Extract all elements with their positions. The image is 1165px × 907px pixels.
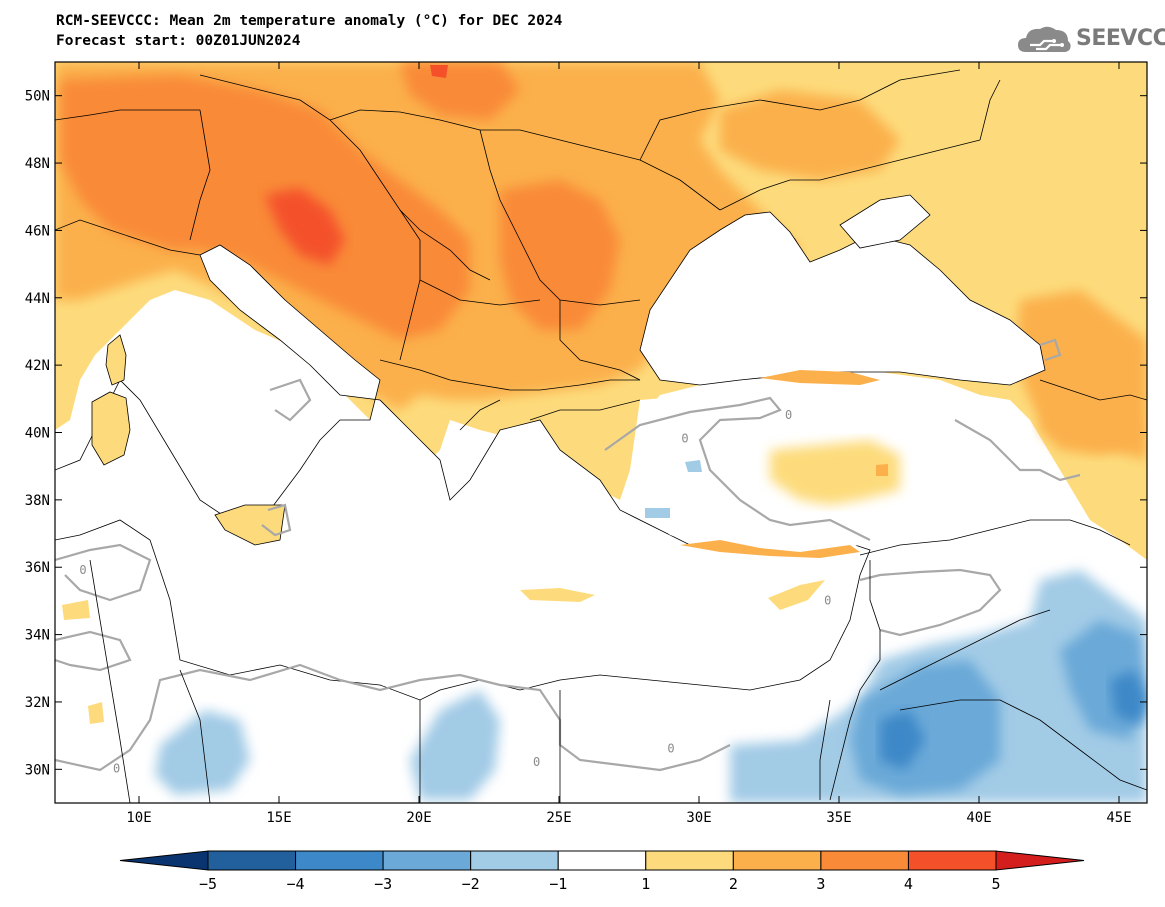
contour-label: 0 <box>681 432 688 446</box>
island-sicily <box>214 504 286 546</box>
lon-tick-label: 15E <box>266 810 291 826</box>
colorbar-box <box>732 850 822 871</box>
title-line-1: RCM-SEEVCCC: Mean 2m temperature anomaly… <box>56 13 563 29</box>
anomaly-region-2-3-east-top <box>720 90 900 180</box>
anomaly-region-neg3-neg4-east <box>880 710 925 770</box>
azov-sea <box>839 194 931 249</box>
contour-label: 0 <box>113 762 120 776</box>
cloud-icon <box>1018 26 1071 52</box>
colorbar-label: −4 <box>287 875 305 893</box>
lon-tick-label: 25E <box>546 810 571 826</box>
lat-tick-label: 50N <box>25 89 50 105</box>
island-corsica <box>105 334 127 386</box>
anomaly-region-1-2-anatolia <box>770 440 900 505</box>
lon-tick-label: 20E <box>406 810 431 826</box>
logo-text: SEEVCCC <box>1076 26 1165 51</box>
anomaly-region-2-3-caucasus <box>1040 385 1140 455</box>
anomaly-patch-crete <box>520 588 595 602</box>
lat-tick-label: 30N <box>25 762 50 778</box>
contour-label: 0 <box>79 563 86 577</box>
borders <box>55 69 1147 803</box>
anomaly-region-neg1-neg2-libya <box>155 710 250 795</box>
island-sardinia <box>91 391 131 466</box>
colorbar-label: 5 <box>991 875 1000 893</box>
colorbar-label: 1 <box>641 875 650 893</box>
colorbar-label: −1 <box>549 875 567 893</box>
colorbar-label: −3 <box>374 875 392 893</box>
colorbar-box <box>907 850 997 871</box>
zero-contours <box>55 338 1081 772</box>
lon-tick-label: 10E <box>126 810 151 826</box>
lat-tick-label: 46N <box>25 223 50 239</box>
lon-tick-label: 35E <box>826 810 851 826</box>
lon-tick-label: 40E <box>966 810 991 826</box>
map-title: RCM-SEEVCCC: Mean 2m temperature anomaly… <box>56 11 562 51</box>
contour-label: 0 <box>785 408 792 422</box>
lat-tick-label: 32N <box>25 695 50 711</box>
colorbar-label: −5 <box>199 875 217 893</box>
lat-tick-label: 38N <box>25 493 50 509</box>
colorbar-box <box>295 850 384 871</box>
colorbar-label: 2 <box>729 875 738 893</box>
anomaly-region-3-4 <box>60 75 470 340</box>
anomaly-strip-black-sea-coast <box>760 370 880 385</box>
anomaly-patch-anatolia <box>645 508 670 518</box>
anomaly-region-neg1-neg2-egypt <box>410 690 500 800</box>
contour-label: 0 <box>667 741 674 755</box>
lat-axis: 30N 32N 34N 36N 38N 40N 42N 44N 46N 48N 50N <box>25 89 1147 778</box>
lat-tick-label: 48N <box>25 156 50 172</box>
colorbar-box <box>645 850 734 871</box>
colorbar: −5 −4 −3 −2 −1 1 2 3 4 5 <box>119 850 1085 893</box>
anomaly-patch-cyprus <box>768 580 825 610</box>
anomaly-patch-aegean <box>685 460 702 472</box>
colorbar-box <box>382 850 472 871</box>
contour-label: 0 <box>533 755 540 769</box>
colorbar-label: 3 <box>816 875 825 893</box>
anomaly-region-3-4-romania <box>500 180 620 330</box>
anomaly-patch-tunisia-warm <box>62 600 90 620</box>
lon-tick-label: 45E <box>1106 810 1131 826</box>
anomaly-strip-south-coast <box>680 540 860 558</box>
lon-axis: 10E 15E 20E 25E 30E 35E 40E 45E <box>126 62 1132 826</box>
seevccc-logo: SEEVCCC <box>1016 22 1165 58</box>
contour-labels: 0 0 0 0 0 0 0 <box>79 408 831 776</box>
colorbar-box <box>470 850 559 871</box>
lat-tick-label: 44N <box>25 291 50 307</box>
contour-label: 0 <box>824 593 831 607</box>
colorbar-extend-max <box>995 850 1085 871</box>
colorbar-label: 4 <box>904 875 913 893</box>
anomaly-region-4-5-poland <box>430 65 448 78</box>
mediterranean-sea <box>55 244 871 701</box>
lat-tick-label: 36N <box>25 560 50 576</box>
title-line-2: Forecast start: 00Z01JUN2024 <box>56 33 301 49</box>
lat-tick-label: 34N <box>25 628 50 644</box>
colorbar-label: −2 <box>462 875 480 893</box>
anomaly-region-4-5-slovenia <box>265 188 345 265</box>
anomaly-field <box>55 62 1147 803</box>
lat-tick-label: 40N <box>25 426 50 442</box>
anomaly-region-2-3-anatolia <box>876 464 888 476</box>
anomaly-region-neg3-neg4-iraq <box>1110 670 1147 725</box>
lat-tick-label: 42N <box>25 358 50 374</box>
colorbar-box <box>820 850 909 871</box>
lon-tick-label: 30E <box>686 810 711 826</box>
anomaly-region-3-4-north <box>400 62 520 120</box>
anomaly-patch-libya-warm <box>88 702 104 724</box>
colorbar-box <box>207 850 297 871</box>
colorbar-box <box>557 850 647 871</box>
colorbar-extend-min <box>119 850 209 871</box>
